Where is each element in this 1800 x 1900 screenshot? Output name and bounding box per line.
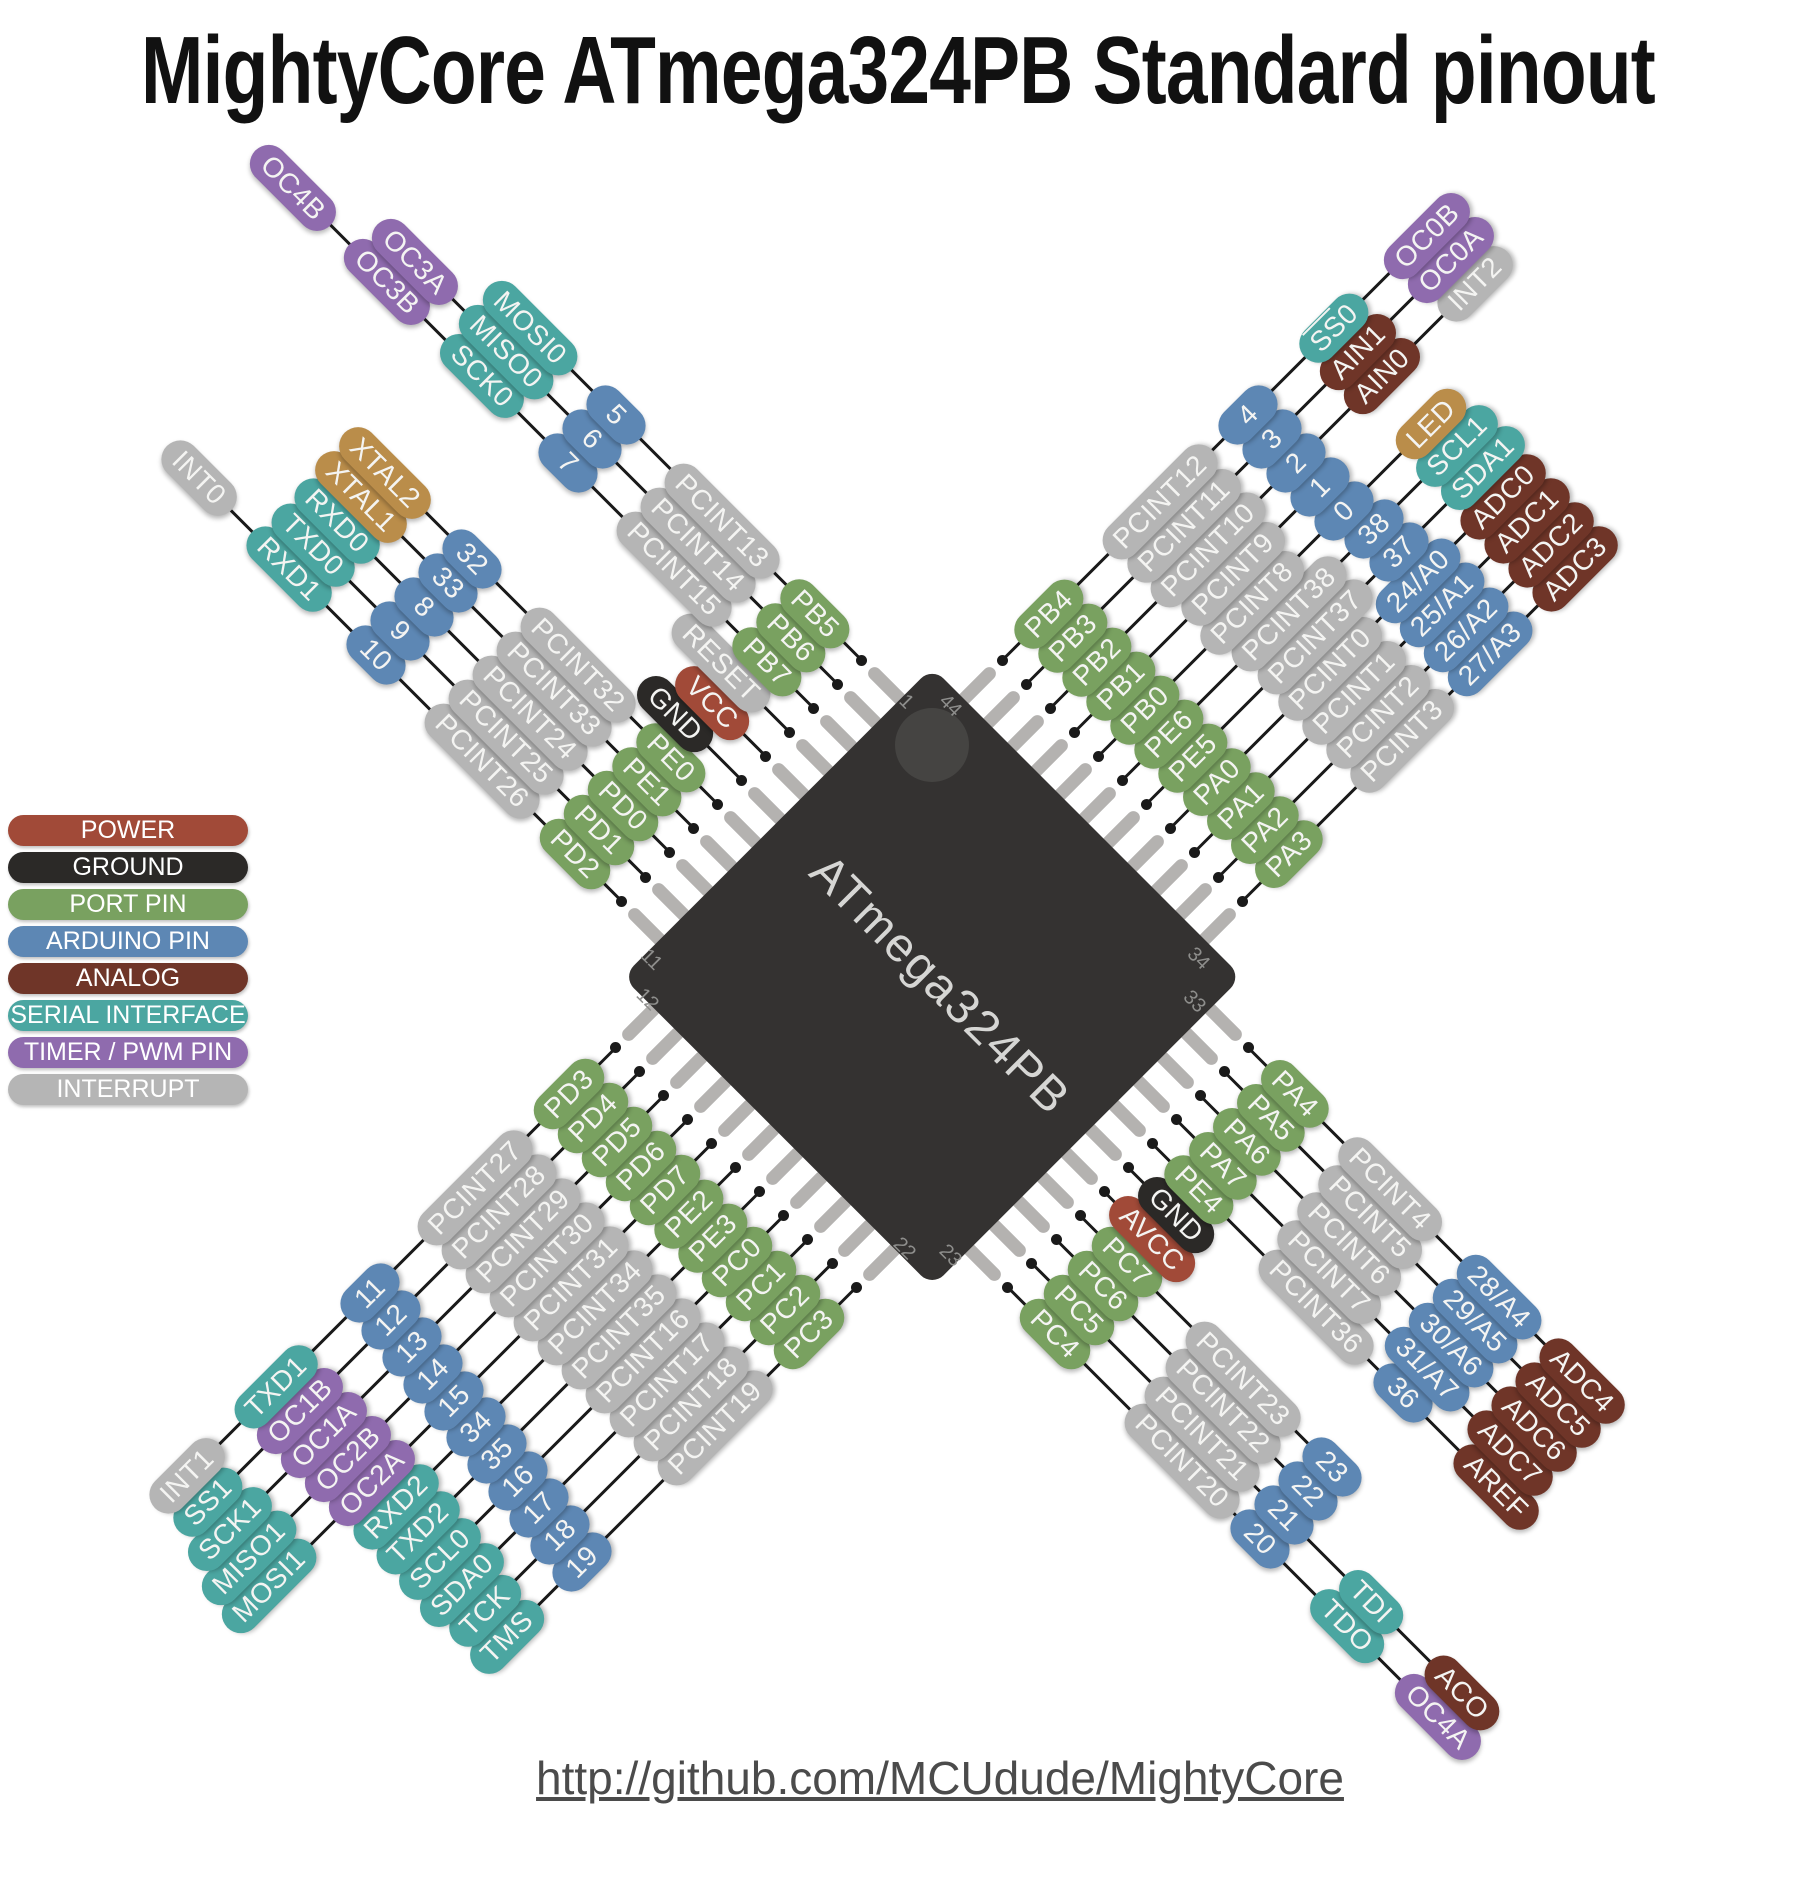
pin-dot xyxy=(712,799,724,811)
pin-dot xyxy=(1050,1233,1062,1245)
pin-dot xyxy=(1122,1161,1134,1173)
pin-dot xyxy=(850,1281,862,1293)
pin-dot xyxy=(1140,799,1152,811)
pin-dot xyxy=(1236,895,1248,907)
pin-dot xyxy=(832,679,844,691)
pin-dot xyxy=(1044,703,1056,715)
pin-dot xyxy=(1188,847,1200,859)
legend-item-interrupt: INTERRUPT xyxy=(8,1074,248,1105)
pin-dot xyxy=(1116,775,1128,787)
legend-item-timer: TIMER / PWM PIN xyxy=(8,1037,248,1068)
pin-dot xyxy=(1218,1065,1230,1077)
legend-item-ground: GROUND xyxy=(8,852,248,883)
pin-dot xyxy=(1164,823,1176,835)
pin-dot xyxy=(736,775,748,787)
pin-dot xyxy=(1242,1041,1254,1053)
pin-dot xyxy=(664,847,676,859)
pin-dot xyxy=(1098,1185,1110,1197)
pin1-marker-dot xyxy=(895,708,969,782)
pin-dot xyxy=(658,1089,670,1101)
pin-dot xyxy=(730,1161,742,1173)
pin-dot xyxy=(1026,1257,1038,1269)
pin-label-int0: INT0 xyxy=(153,432,245,524)
page-title: MightyCore ATmega324PB Standard pinout xyxy=(0,16,1800,126)
pin-dot xyxy=(826,1257,838,1269)
legend: POWER GROUND PORT PIN ARDUINO PIN ANALOG SERI… xyxy=(8,815,248,1111)
pin-dot xyxy=(1170,1113,1182,1125)
pin-dot xyxy=(1020,679,1032,691)
pin-dot xyxy=(706,1137,718,1149)
pin-dot xyxy=(996,655,1008,667)
pin-dot xyxy=(634,1065,646,1077)
pin-dot xyxy=(754,1185,766,1197)
pin-dot xyxy=(616,895,628,907)
pin-dot xyxy=(1068,727,1080,739)
pin-dot xyxy=(856,655,868,667)
legend-item-serial: SERIAL INTERFACE xyxy=(8,1000,248,1031)
pin-dot xyxy=(640,871,652,883)
pin-dot xyxy=(1092,751,1104,763)
legend-item-arduino: ARDUINO PIN xyxy=(8,926,248,957)
pin-dot xyxy=(1074,1209,1086,1221)
github-link[interactable]: http://github.com/MCUdude/MightyCore xyxy=(536,1752,1344,1804)
legend-item-port: PORT PIN xyxy=(8,889,248,920)
pin-dot xyxy=(1212,871,1224,883)
legend-item-analog: ANALOG xyxy=(8,963,248,994)
pin-dot xyxy=(802,1233,814,1245)
legend-item-power: POWER xyxy=(8,815,248,846)
pin-dot xyxy=(1002,1281,1014,1293)
pin-dot xyxy=(682,1113,694,1125)
pin-dot xyxy=(1194,1089,1206,1101)
pin-dot xyxy=(778,1209,790,1221)
pin-dot xyxy=(1146,1137,1158,1149)
pin-dot xyxy=(760,751,772,763)
pin-dot xyxy=(688,823,700,835)
pin-dot xyxy=(808,703,820,715)
pin-dot xyxy=(610,1041,622,1053)
pin-label-oc4b: OC4B xyxy=(242,137,345,240)
pin-dot xyxy=(784,727,796,739)
page-title-text: MightyCore ATmega324PB Standard pinout xyxy=(141,17,1656,124)
